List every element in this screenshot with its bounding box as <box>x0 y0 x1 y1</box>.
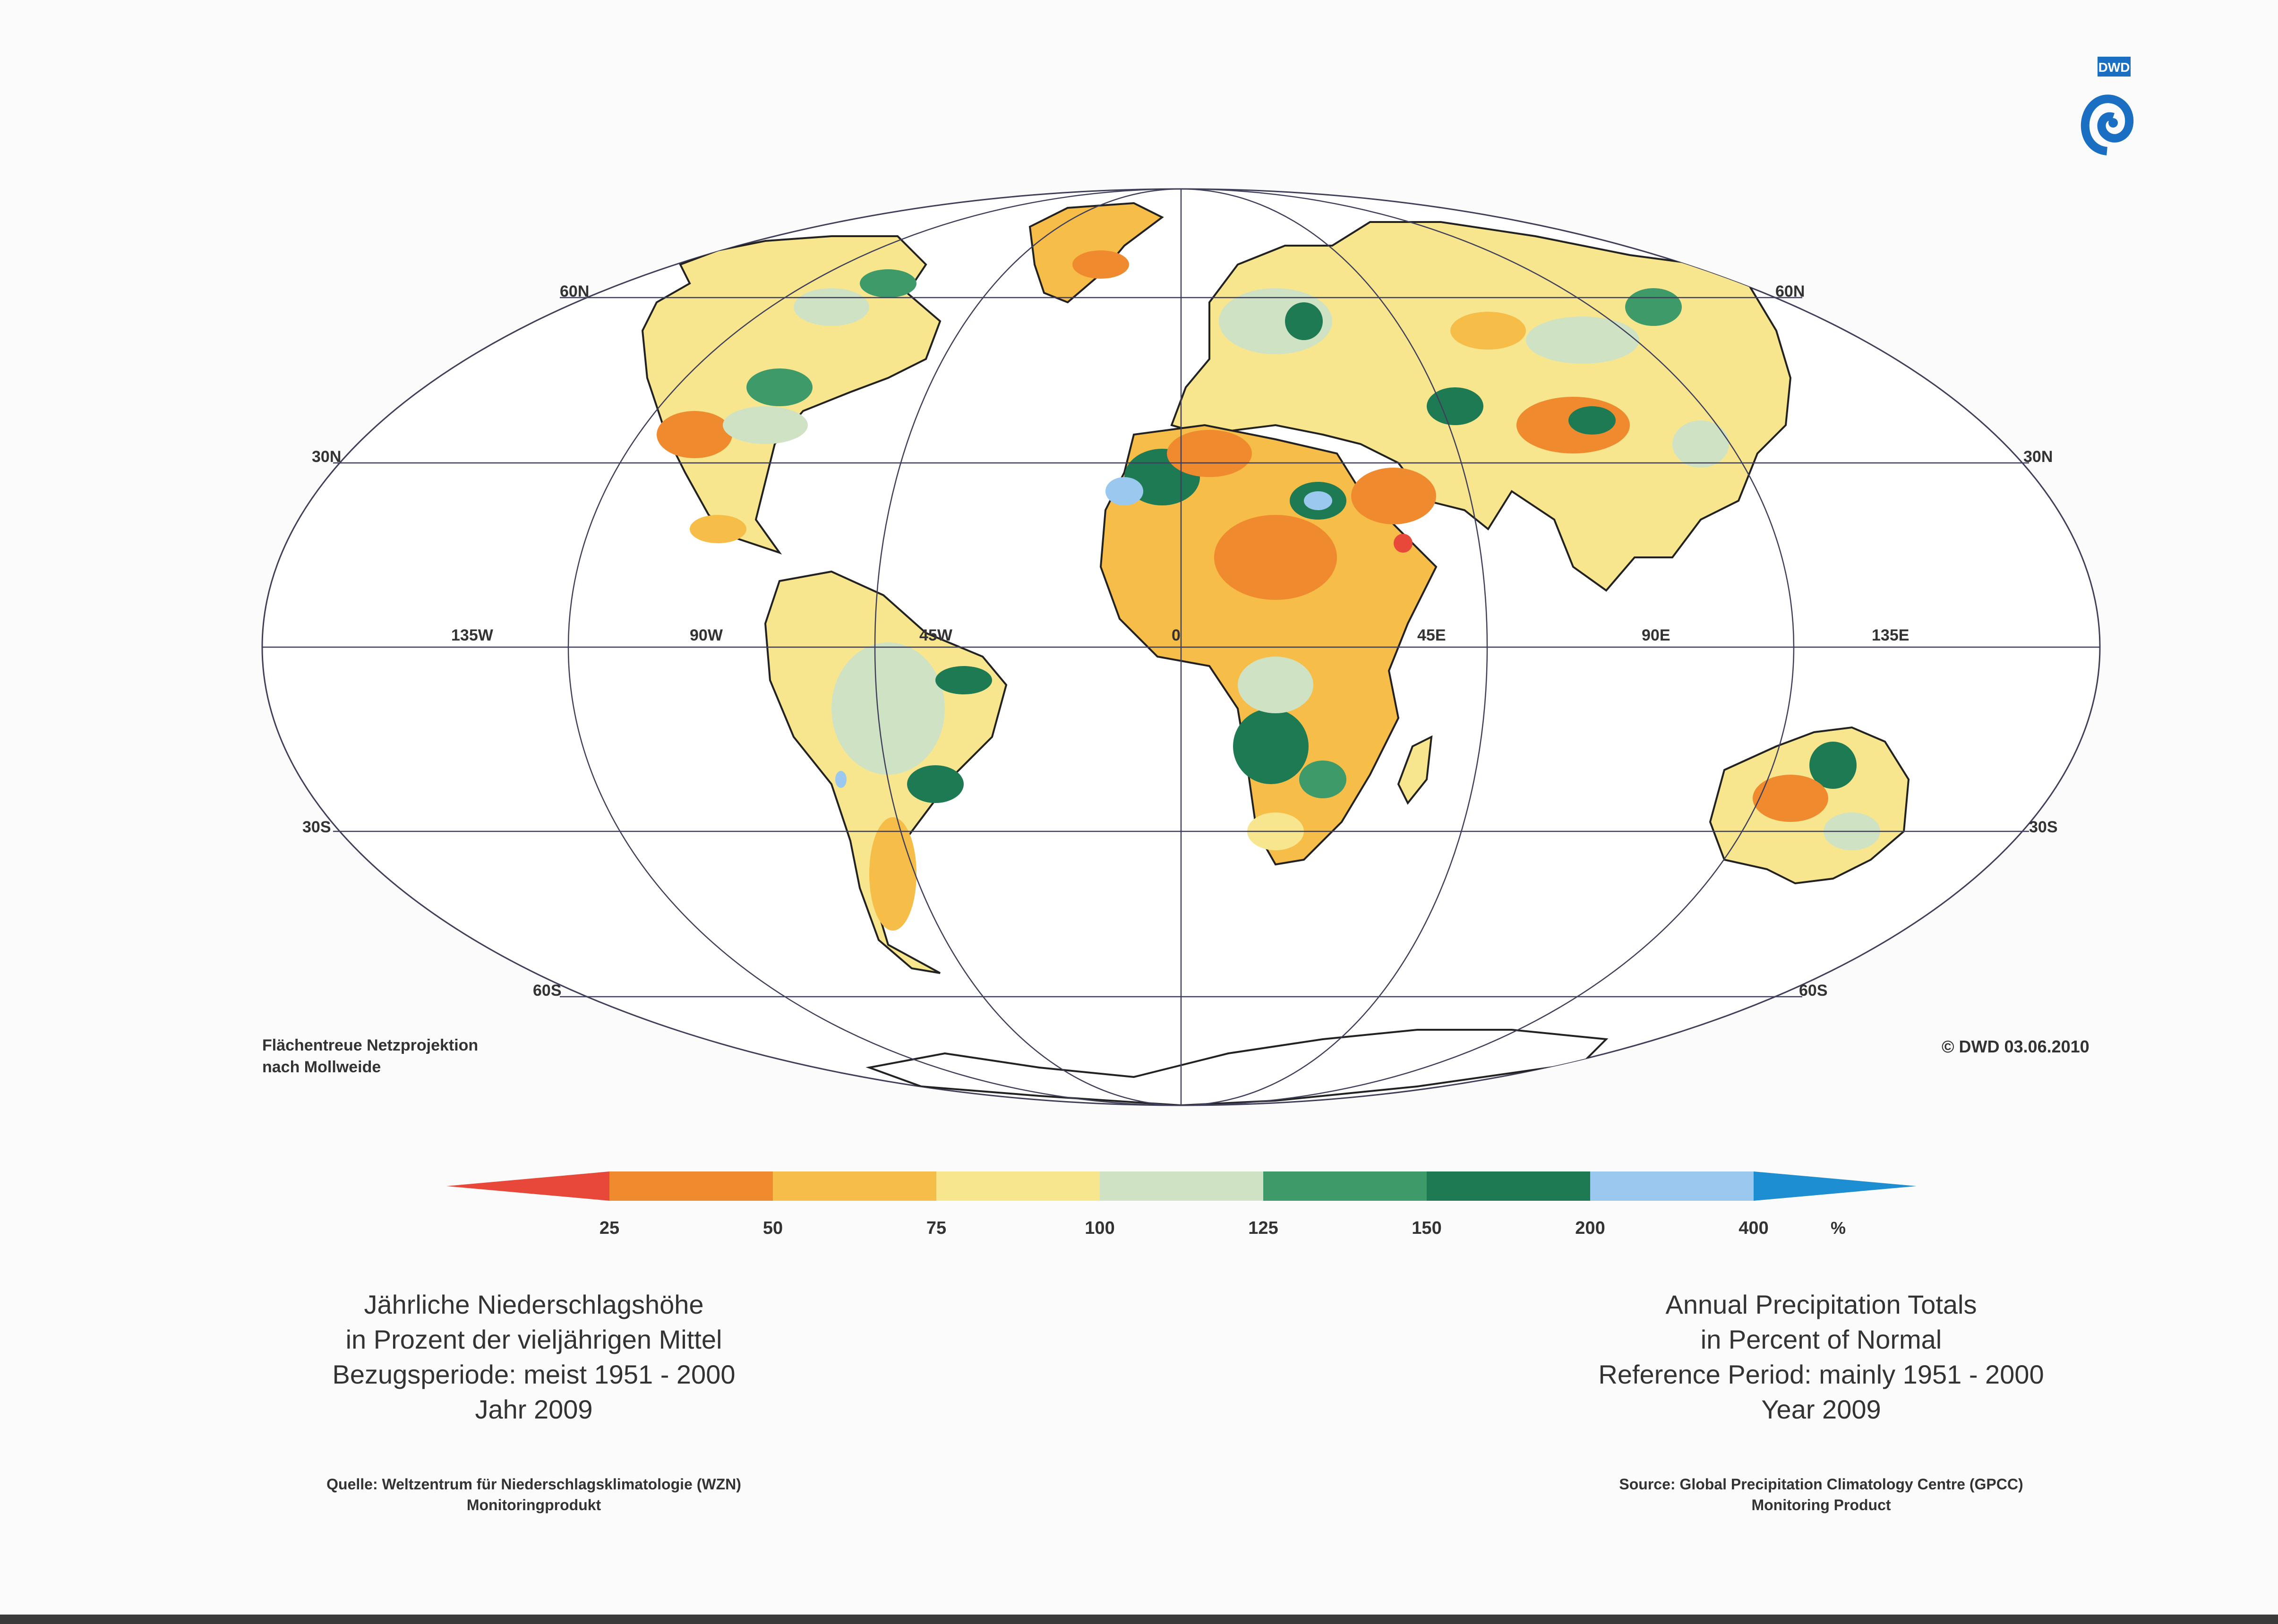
title-en-line3: Reference Period: mainly 1951 - 2000 <box>1598 1359 2044 1389</box>
copyright: © DWD 03.06.2010 <box>1942 1037 2090 1056</box>
legend-tick-label: 75 <box>926 1218 946 1238</box>
legend-swatch <box>1100 1171 1263 1201</box>
dwd-swirl-icon <box>2081 94 2134 155</box>
legend-unit: % <box>1831 1218 1846 1238</box>
lon-label-90w: 90W <box>690 626 723 644</box>
legend-tick-label: 100 <box>1085 1218 1114 1238</box>
source-german: Quelle: Weltzentrum für Niederschlagskli… <box>203 1474 865 1515</box>
source-de-line2: Monitoringprodukt <box>466 1496 601 1513</box>
title-de-line2: in Prozent der vieljährigen Mittel <box>345 1325 722 1354</box>
lat-label-30n-left: 30N <box>312 448 341 466</box>
scan-edge <box>0 1615 2278 1624</box>
lon-label-135w: 135W <box>451 626 494 644</box>
lat-label-60s-left: 60S <box>533 982 562 1000</box>
legend-tick-label: 50 <box>763 1218 783 1238</box>
legend-tick-label: 25 <box>599 1218 619 1238</box>
dwd-logo: DWD <box>2081 57 2134 155</box>
title-de-line4: Jahr 2009 <box>475 1394 593 1424</box>
lat-label-30s-left: 30S <box>302 818 331 836</box>
graticule <box>262 188 2100 1106</box>
lat-label-60s-right: 60S <box>1799 982 1828 1000</box>
logo-text: DWD <box>2098 60 2130 75</box>
lon-label-135e: 135E <box>1872 626 1909 644</box>
legend-tick-label: 200 <box>1575 1218 1605 1238</box>
legend-arrow-high <box>1754 1171 1917 1201</box>
title-en-line4: Year 2009 <box>1761 1394 1881 1424</box>
lon-label-0: 0 <box>1172 626 1181 644</box>
legend-swatch <box>1590 1171 1754 1201</box>
legend-swatch <box>1263 1171 1427 1201</box>
lat-label-30s-right: 30S <box>2029 818 2058 836</box>
title-german: Jährliche Niederschlagshöhe in Prozent d… <box>203 1287 865 1427</box>
legend-swatch <box>936 1171 1100 1201</box>
lon-label-90e: 90E <box>1642 626 1670 644</box>
legend-swatch <box>1427 1171 1590 1201</box>
title-english: Annual Precipitation Totals in Percent o… <box>1490 1287 2152 1427</box>
source-english: Source: Global Precipitation Climatology… <box>1490 1474 2152 1515</box>
legend: 25 50 75 100 125 150 200 400 % <box>446 1171 1917 1238</box>
legend-swatch <box>609 1171 773 1201</box>
map-body: 60N 60N 30N 30N 30S 30S 60S 60S 135W 90W… <box>261 188 2101 1106</box>
antarctica <box>865 1029 1609 1105</box>
landmasses <box>641 202 1910 1105</box>
legend-swatch <box>773 1171 936 1201</box>
title-en-line1: Annual Precipitation Totals <box>1665 1290 1977 1319</box>
source-en-line2: Monitoring Product <box>1751 1496 1891 1513</box>
lat-label-30n-right: 30N <box>2023 448 2053 466</box>
legend-tick-label: 150 <box>1412 1218 1441 1238</box>
projection-note-line2: nach Mollweide <box>262 1058 381 1076</box>
lat-label-60n-right: 60N <box>1775 282 1805 300</box>
source-en-line1: Source: Global Precipitation Climatology… <box>1619 1476 2023 1493</box>
lon-label-45w: 45W <box>919 626 953 644</box>
legend-tick-label: 400 <box>1738 1218 1768 1238</box>
madagascar <box>1397 735 1433 805</box>
lon-label-45e: 45E <box>1417 626 1446 644</box>
legend-tick-label: 125 <box>1248 1218 1278 1238</box>
legend-arrow-low <box>446 1171 609 1201</box>
title-de-line3: Bezugsperiode: meist 1951 - 2000 <box>332 1359 736 1389</box>
title-de-line1: Jährliche Niederschlagshöhe <box>364 1290 704 1319</box>
projection-note-line1: Flächentreue Netzprojektion <box>262 1036 479 1054</box>
title-en-line2: in Percent of Normal <box>1700 1325 1942 1354</box>
lat-label-60n-left: 60N <box>560 282 589 300</box>
source-de-line1: Quelle: Weltzentrum für Niederschlagskli… <box>326 1476 741 1493</box>
projection-note: Flächentreue Netzprojektion nach Mollwei… <box>262 1034 478 1078</box>
